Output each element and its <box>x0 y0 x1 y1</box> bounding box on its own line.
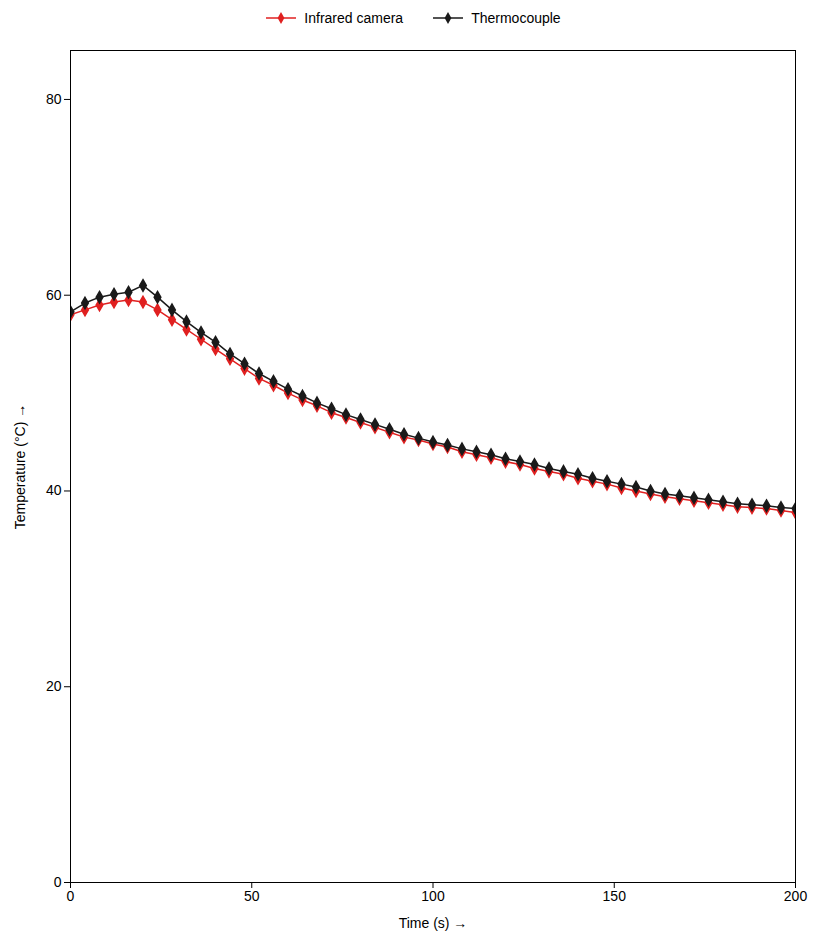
svg-text:80: 80 <box>46 91 62 107</box>
svg-text:0: 0 <box>67 888 75 904</box>
svg-text:50: 50 <box>244 888 260 904</box>
svg-text:Temperature (°C) →: Temperature (°C) → <box>12 404 28 529</box>
html-text:Thermocouple: Thermocouple <box>471 10 561 26</box>
html-text:Infrared camera: Infrared camera <box>304 10 404 26</box>
svg-text:20: 20 <box>46 678 62 694</box>
svg-text:150: 150 <box>603 888 627 904</box>
svg-text:0: 0 <box>54 874 62 890</box>
svg-text:40: 40 <box>46 482 62 498</box>
svg-text:Time (s) →: Time (s) → <box>399 915 468 931</box>
svg-text:200: 200 <box>784 888 808 904</box>
svg-text:60: 60 <box>46 287 62 303</box>
svg-text:100: 100 <box>421 888 445 904</box>
